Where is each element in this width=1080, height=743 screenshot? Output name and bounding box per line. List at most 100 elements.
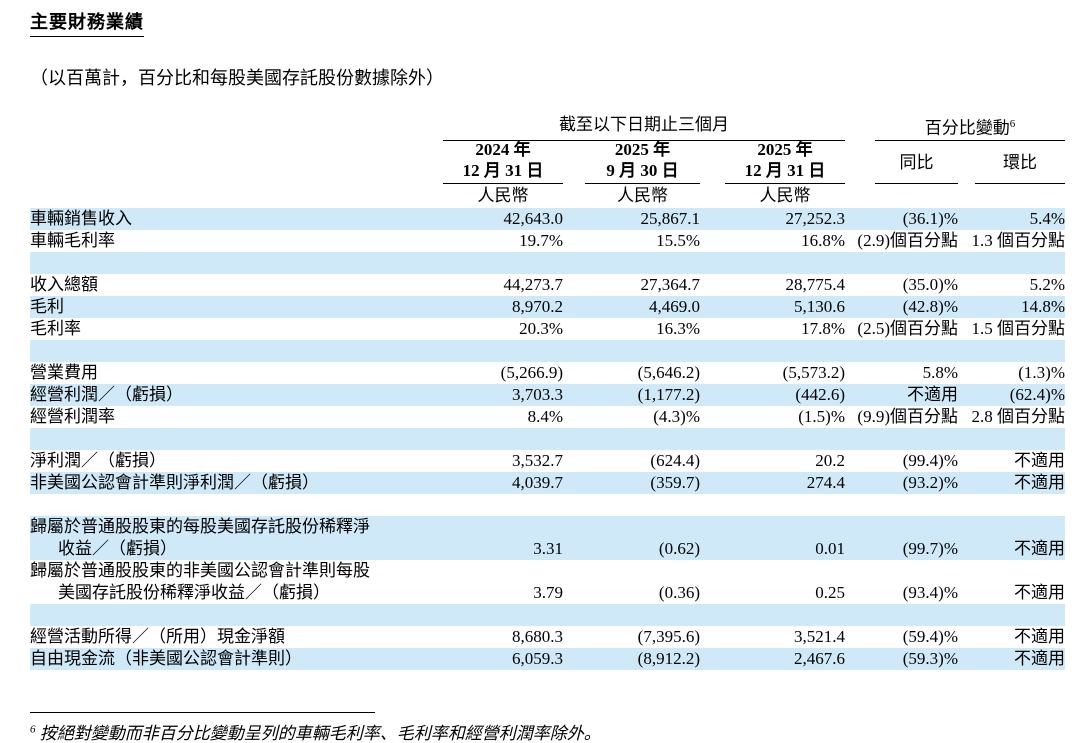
header-spacer <box>30 113 443 141</box>
table-row: 營業費用 (5,266.9) (5,646.2) (5,573.2) 5.8% … <box>30 362 1065 384</box>
footnote-ref: 6 <box>30 723 36 736</box>
spacer-row <box>30 604 1065 626</box>
cell-value: 0.25 <box>700 560 845 604</box>
value-text: 3,521.4 <box>794 627 845 646</box>
value-text: 1.3 個百分點 <box>971 231 1066 250</box>
column-date: 12 月 31 日 <box>462 161 544 180</box>
header-spacer <box>30 138 443 184</box>
value-text: 4,039.7 <box>512 473 563 492</box>
value-text: 16.3% <box>656 319 700 338</box>
cell-value: 5,130.6 <box>700 296 845 318</box>
table-row: 車輛毛利率 19.7% 15.5% 16.8% (2.9)個百分點 1.3 個百… <box>30 230 1065 252</box>
column-header-2025-09-30: 2025 年 9 月 30 日 <box>585 138 700 184</box>
value-text: (5,573.2) <box>782 363 845 382</box>
cell-value: 3,521.4 <box>700 626 845 648</box>
row-label-line1: 歸屬於普通股股東的每股美國存託股份稀釋淨 <box>30 517 370 536</box>
cell-value: 1.3 個百分點 <box>958 230 1066 252</box>
row-label-line2: 美國存託股份稀釋淨收益／（虧損） <box>58 583 330 602</box>
units-note: （以百萬計，百分比和每股美國存託股份數據除外） <box>30 68 444 88</box>
value-text: 5,130.6 <box>794 297 845 316</box>
cell-value: 3,532.7 <box>443 450 563 472</box>
row-label: 毛利率 <box>30 318 443 340</box>
row-label: 淨利潤／（虧損） <box>30 450 443 472</box>
value-text: 5.4% <box>1029 209 1065 228</box>
row-label-line1: 歸屬於普通股股東的非美國公認會計準則每股 <box>30 561 370 580</box>
cell-value: (2.9)個百分點 <box>845 230 958 252</box>
value-text: (4.3)% <box>653 407 700 426</box>
row-label-line1: 非美國公認會計準則淨利潤／（虧損） <box>30 473 319 492</box>
value-text: (5,266.9) <box>500 363 563 382</box>
value-text: 3,703.3 <box>512 385 563 404</box>
table-row: 收入總額 44,273.7 27,364.7 28,775.4 (35.0)% … <box>30 274 1065 296</box>
value-text: 17.8% <box>801 319 845 338</box>
value-text: (624.4) <box>650 451 700 470</box>
currency-label: 人民幣 <box>759 186 811 205</box>
value-text: 不適用 <box>1014 539 1065 558</box>
row-label-line1: 車輛銷售收入 <box>30 209 132 228</box>
cell-value: 27,252.3 <box>700 208 846 230</box>
table-header-groups: 截至以下日期止三個月 百分比變動6 <box>30 113 1065 141</box>
cell-value: 27,364.7 <box>563 274 701 296</box>
cell-value: (359.7) <box>563 472 700 494</box>
value-text: (93.4)% <box>902 583 958 602</box>
column-year: 2024 年 <box>475 140 531 159</box>
value-text: 6,059.3 <box>512 649 563 668</box>
value-text: 5.2% <box>1029 275 1065 294</box>
cell-value: 274.4 <box>700 472 845 494</box>
column-year: 2025 年 <box>614 140 671 159</box>
value-text: 27,252.3 <box>785 209 846 228</box>
spacer-row <box>30 340 1065 362</box>
spacer-row <box>30 428 1065 450</box>
row-label-line2: 收益／（虧損） <box>58 539 177 558</box>
cell-value: (5,646.2) <box>563 362 700 384</box>
yoy-label: 同比 <box>899 153 934 172</box>
footnote-text: 按絕對變動而非百分比變動呈列的車輛毛利率、毛利率和經營利潤率除外。 <box>39 724 601 743</box>
value-text: 0.25 <box>815 583 845 602</box>
cell-value: 1.5 個百分點 <box>958 318 1066 340</box>
cell-value: 8.4% <box>443 406 563 428</box>
value-text: 不適用 <box>1014 473 1065 492</box>
footnote-ref-superscript: 6 <box>1009 118 1016 130</box>
value-text: 4,469.0 <box>649 297 700 316</box>
cell-value: 14.8% <box>958 296 1065 318</box>
row-label: 自由現金流（非美國公認會計準則） <box>30 648 443 670</box>
value-text: 8,680.3 <box>512 627 563 646</box>
cell-value: (59.4)% <box>845 626 958 648</box>
value-text: 不適用 <box>1014 627 1065 646</box>
cell-value: (442.6) <box>700 384 845 406</box>
currency-label: 人民幣 <box>477 186 529 205</box>
row-label-line1: 毛利率 <box>30 319 81 338</box>
row-label-line1: 收入總額 <box>30 275 98 294</box>
cell-value: (0.62) <box>563 516 700 560</box>
cell-value: (9.9)個百分點 <box>845 406 958 428</box>
value-text: 20.3% <box>519 319 563 338</box>
column-date: 9 月 30 日 <box>606 161 679 180</box>
value-text: 不適用 <box>1014 649 1065 668</box>
value-text: 0.01 <box>815 539 845 558</box>
value-text: (7,395.6) <box>637 627 700 646</box>
value-text: (99.7)% <box>902 539 958 558</box>
cell-value: 4,039.7 <box>443 472 563 494</box>
cell-value: 25,867.1 <box>563 208 701 230</box>
change-group-label: 百分比變動 <box>924 118 1010 138</box>
row-label: 歸屬於普通股股東的每股美國存託股份稀釋淨 收益／（虧損） <box>30 516 443 560</box>
cell-value: 3.79 <box>443 560 563 604</box>
column-header-2024-12-31: 2024 年 12 月 31 日 <box>443 138 563 184</box>
table-header-currency: 人民幣 人民幣 人民幣 <box>30 184 1065 208</box>
cell-value: (0.36) <box>563 560 700 604</box>
cell-value: (1,177.2) <box>563 384 700 406</box>
financial-table: 截至以下日期止三個月 百分比變動6 2024 年 12 月 31 日 2025 … <box>30 113 1065 670</box>
cell-value: 8,680.3 <box>443 626 563 648</box>
value-text: (1,177.2) <box>637 385 700 404</box>
row-label: 非美國公認會計準則淨利潤／（虧損） <box>30 472 443 494</box>
cell-value: 8,970.2 <box>443 296 563 318</box>
value-text: (93.2)% <box>902 473 958 492</box>
cell-value: 不適用 <box>958 560 1065 604</box>
cell-value: 19.7% <box>443 230 563 252</box>
row-label-line1: 毛利 <box>30 297 64 316</box>
column-header-qoq: 環比 <box>975 138 1065 184</box>
value-text: 14.8% <box>1021 297 1065 316</box>
row-label: 車輛毛利率 <box>30 230 443 252</box>
value-text: 15.5% <box>656 231 700 250</box>
cell-value: 不適用 <box>958 472 1065 494</box>
